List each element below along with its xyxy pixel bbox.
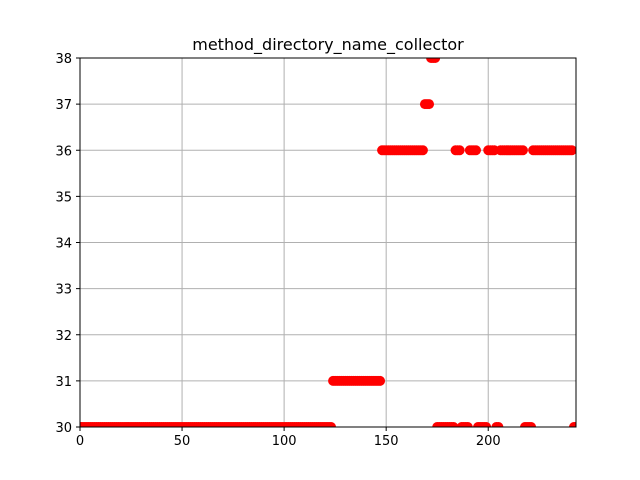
y-axis: 30 31 32 33 34 35 36 37 38 [55, 52, 80, 436]
y-tick-label: 32 [55, 329, 72, 344]
x-tick-label: 0 [76, 434, 84, 449]
x-tick-label: 150 [374, 434, 399, 449]
data-point [481, 422, 492, 427]
y-tick-label: 37 [55, 98, 72, 113]
plot-area [80, 58, 576, 427]
data-point [566, 145, 576, 156]
x-tick-label: 200 [476, 434, 501, 449]
y-tick-label: 36 [55, 144, 72, 159]
data-point [470, 145, 481, 156]
data-points [80, 58, 576, 427]
y-tick-label: 38 [55, 52, 72, 67]
x-tick-label: 50 [174, 434, 191, 449]
data-point [448, 422, 459, 427]
data-point [430, 58, 441, 63]
data-point [424, 99, 435, 110]
y-tick-label: 35 [55, 190, 72, 205]
x-axis: 0 50 100 150 200 [76, 427, 501, 449]
data-point [526, 422, 537, 427]
data-point [454, 145, 465, 156]
y-tick-label: 30 [55, 421, 72, 436]
data-point [517, 145, 528, 156]
data-point [571, 422, 576, 427]
data-point [326, 422, 337, 427]
data-point [493, 422, 504, 427]
data-point [462, 422, 473, 427]
data-point [417, 145, 428, 156]
chart-title: method_directory_name_collector [192, 35, 464, 55]
y-tick-label: 33 [55, 283, 72, 298]
y-tick-label: 31 [55, 375, 72, 390]
x-tick-label: 100 [272, 434, 297, 449]
data-point [375, 375, 386, 386]
y-tick-label: 34 [55, 237, 72, 252]
